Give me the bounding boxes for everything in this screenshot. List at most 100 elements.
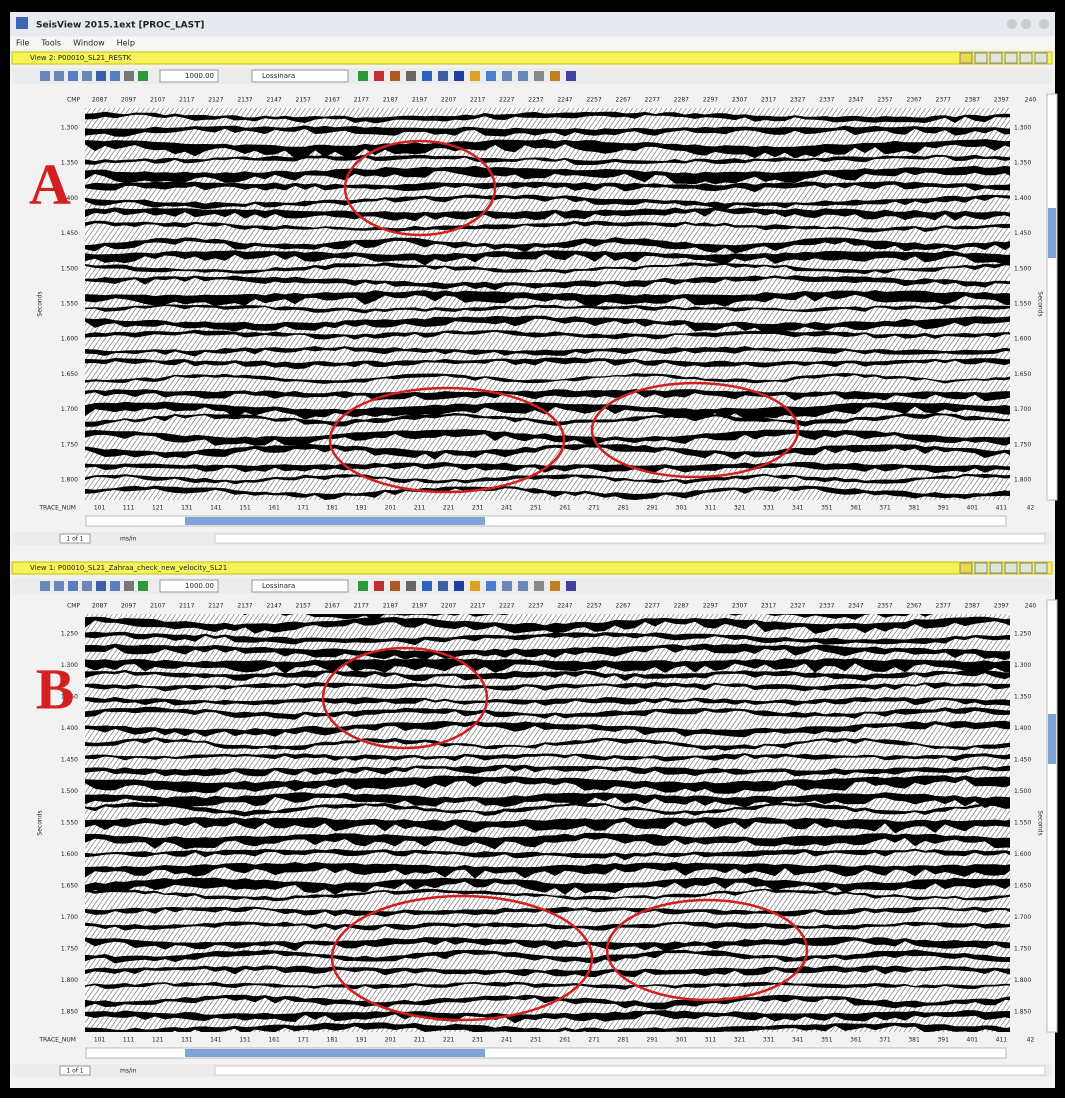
tool-button[interactable] <box>68 71 78 81</box>
cmp-tick-label: 2107 <box>150 97 165 104</box>
tool-button[interactable] <box>534 581 544 591</box>
tool-button[interactable] <box>54 71 64 81</box>
tool-button[interactable] <box>550 581 560 591</box>
tool-button[interactable] <box>486 581 496 591</box>
maximize-button[interactable] <box>1021 19 1031 29</box>
page-field[interactable] <box>59 1065 91 1076</box>
tool-button[interactable] <box>82 71 92 81</box>
tool-button[interactable] <box>374 71 384 81</box>
tool-button[interactable] <box>454 581 464 591</box>
colormap-select[interactable] <box>251 579 349 593</box>
view-button[interactable] <box>1019 52 1033 64</box>
tool-button[interactable] <box>390 71 400 81</box>
view-button[interactable] <box>1019 562 1033 574</box>
view-button[interactable] <box>989 562 1003 574</box>
tool-button[interactable] <box>40 71 50 81</box>
tool-button[interactable] <box>438 71 448 81</box>
tool-button[interactable] <box>406 71 416 81</box>
tool-button[interactable] <box>422 71 432 81</box>
reflector-band <box>85 616 1010 634</box>
cmp-tick-label: 2177 <box>354 97 369 104</box>
vertical-scrollbar[interactable] <box>1046 599 1058 1033</box>
menu-item[interactable]: Window <box>73 39 105 48</box>
view-button[interactable] <box>959 562 973 574</box>
tool-button[interactable] <box>138 581 148 591</box>
view-button[interactable] <box>1034 52 1048 64</box>
cmp-tick-label: 2147 <box>266 603 281 610</box>
tool-button[interactable] <box>54 581 64 591</box>
tool-button[interactable] <box>82 581 92 591</box>
tool-button[interactable] <box>518 581 528 591</box>
tool-button[interactable] <box>390 581 400 591</box>
tool-button[interactable] <box>486 71 496 81</box>
time-tick-label: 1.750 <box>61 441 78 448</box>
view-button[interactable] <box>974 562 988 574</box>
page-field[interactable] <box>59 533 91 544</box>
highlight-ellipse <box>605 898 809 1002</box>
horizontal-scrollbar[interactable] <box>85 515 1007 527</box>
time-tick-label: 1.600 <box>1014 336 1031 343</box>
tool-button[interactable] <box>550 71 560 81</box>
tool-button[interactable] <box>124 71 134 81</box>
tool-button[interactable] <box>454 71 464 81</box>
tool-button[interactable] <box>358 71 368 81</box>
zoom-field[interactable] <box>159 579 219 593</box>
colormap-select[interactable] <box>251 69 349 83</box>
tool-button[interactable] <box>534 71 544 81</box>
vertical-scrollbar[interactable] <box>1046 93 1058 501</box>
tool-button[interactable] <box>110 581 120 591</box>
view-button[interactable] <box>1004 52 1018 64</box>
tool-button[interactable] <box>470 71 480 81</box>
minimize-button[interactable] <box>1007 19 1017 29</box>
view-button[interactable] <box>1034 562 1048 574</box>
view-button[interactable] <box>989 52 1003 64</box>
trace-tick-label: 391 <box>937 1037 949 1044</box>
trace-tick-label: 221 <box>443 505 455 512</box>
scroll-thumb[interactable] <box>185 517 485 525</box>
page-indicator: 1 of 1 <box>66 1068 83 1075</box>
cmp-tick-label: 2097 <box>121 97 136 104</box>
tool-button[interactable] <box>422 581 432 591</box>
tool-button[interactable] <box>502 71 512 81</box>
window-controls[interactable] <box>1007 19 1049 29</box>
tool-button[interactable] <box>96 581 106 591</box>
tool-button[interactable] <box>438 581 448 591</box>
time-tick-label: 1.700 <box>61 914 78 921</box>
time-tick-label: 1.500 <box>61 265 78 272</box>
tool-button[interactable] <box>406 581 416 591</box>
tool-button[interactable] <box>96 71 106 81</box>
tool-button[interactable] <box>566 71 576 81</box>
tool-button[interactable] <box>124 581 134 591</box>
tool-button[interactable] <box>68 581 78 591</box>
trace-tick-label: 211 <box>414 1037 426 1044</box>
seismic-view: View 1: P00010_SL21_Zahraa_check_new_vel… <box>11 561 1058 1077</box>
reflector-band <box>85 262 1010 275</box>
tool-button[interactable] <box>566 581 576 591</box>
view-button[interactable] <box>1004 562 1018 574</box>
tool-button[interactable] <box>374 581 384 591</box>
tool-button[interactable] <box>502 581 512 591</box>
tool-button[interactable] <box>40 581 50 591</box>
scroll-thumb[interactable] <box>1048 714 1056 764</box>
cmp-tick-label: 2227 <box>499 97 514 104</box>
cmp-tick-label: 2257 <box>586 97 601 104</box>
horizontal-scrollbar[interactable] <box>85 1047 1007 1059</box>
tool-button[interactable] <box>138 71 148 81</box>
tool-button[interactable] <box>358 581 368 591</box>
cmp-tick-label: 2237 <box>528 603 543 610</box>
close-button[interactable] <box>1039 19 1049 29</box>
scroll-thumb[interactable] <box>1048 208 1056 258</box>
view-button[interactable] <box>974 52 988 64</box>
view-button[interactable] <box>959 52 973 64</box>
scroll-thumb[interactable] <box>185 1049 485 1057</box>
tool-button[interactable] <box>518 71 528 81</box>
cmp-tick-label: 2317 <box>761 97 776 104</box>
cmp-tick-label: 2277 <box>645 603 660 610</box>
tool-button[interactable] <box>470 581 480 591</box>
reflector-band <box>85 888 1010 902</box>
tool-button[interactable] <box>110 71 120 81</box>
menu-item[interactable]: Tools <box>40 39 61 48</box>
menu-item[interactable]: File <box>16 39 29 48</box>
zoom-field[interactable] <box>159 69 219 83</box>
menu-item[interactable]: Help <box>117 39 135 48</box>
